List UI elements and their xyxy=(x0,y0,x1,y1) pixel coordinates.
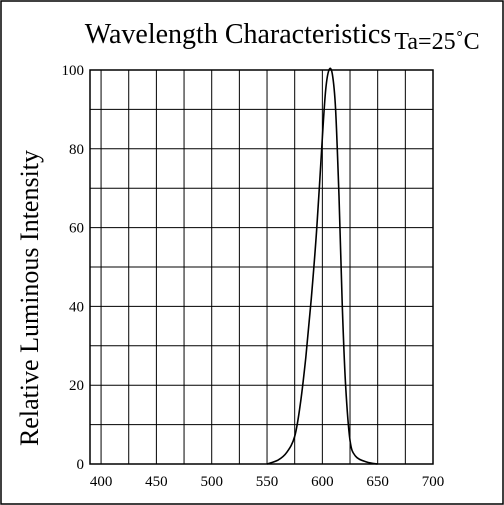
condition-label: Ta=25˚C xyxy=(394,29,479,55)
chart-title: Wavelength Characteristics xyxy=(85,19,391,50)
x-tick-label: 550 xyxy=(256,474,279,490)
series-layer xyxy=(266,67,378,465)
tick-labels: 400 450 500 550 600 650 700 0 20 40 60 80 100 xyxy=(62,63,445,490)
x-tick-label: 650 xyxy=(366,474,389,490)
x-tick-label: 600 xyxy=(311,474,334,490)
x-tick-label: 700 xyxy=(422,474,445,490)
y-tick-label: 80 xyxy=(69,142,84,158)
y-tick-label: 100 xyxy=(62,63,85,79)
spectrum-curve xyxy=(266,67,378,465)
y-tick-label: 60 xyxy=(69,221,84,237)
x-tick-label: 450 xyxy=(145,474,168,490)
y-tick-label: 20 xyxy=(69,378,84,394)
y-axis-label: Relative Luminous Intensity xyxy=(15,150,44,446)
y-tick-label: 40 xyxy=(69,299,84,315)
x-tick-label: 500 xyxy=(200,474,223,490)
y-tick-label: 0 xyxy=(77,457,85,473)
x-tick-label: 400 xyxy=(90,474,113,490)
plot-frame xyxy=(89,69,434,465)
